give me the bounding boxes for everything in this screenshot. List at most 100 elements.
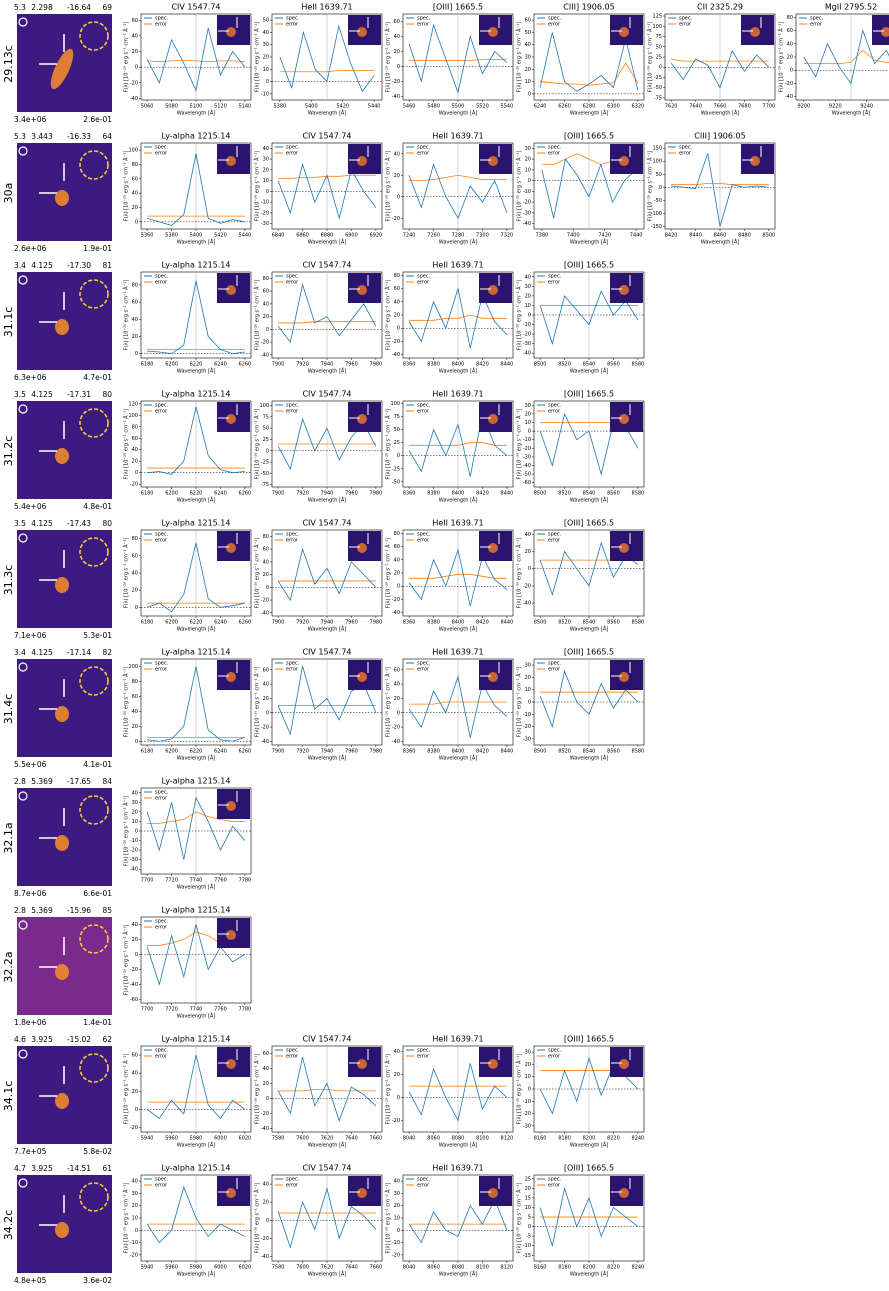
y-axis-label: F(λ) [10⁻²⁰ erg s⁻¹ cm⁻² Å⁻¹] — [385, 1054, 392, 1124]
thumb-aperture — [18, 1178, 28, 1188]
legend-label: error — [286, 1183, 299, 1189]
x-tick-label: 7900 — [272, 620, 285, 626]
inset-blob — [357, 1188, 367, 1198]
y-tick-label: 20 — [525, 411, 531, 417]
panel-title: Ly-alpha 1215.14 — [161, 906, 230, 915]
y-tick-label: 40 — [132, 790, 138, 796]
panel-title: Ly-alpha 1215.14 — [161, 261, 230, 270]
y-tick-label: 80 — [394, 531, 400, 537]
error-line — [409, 573, 507, 579]
x-tick-label: 7980 — [370, 491, 383, 497]
inset-blob — [619, 414, 629, 424]
x-tick-label: 7900 — [272, 362, 285, 368]
x-axis-label: Wavelength [Å] — [832, 110, 871, 117]
thumb-source — [55, 319, 69, 335]
x-tick-label: 5960 — [165, 1136, 178, 1142]
x-tick-label: 8440 — [501, 749, 514, 755]
y-tick-label: 100 — [652, 159, 662, 165]
y-tick-label: -20 — [261, 725, 269, 731]
y-tick-label: 0 — [135, 351, 138, 357]
legend-label: error — [548, 409, 561, 415]
x-tick-label: 8440 — [501, 491, 514, 497]
inset-blob — [226, 285, 236, 295]
thumb-value: 5.3 — [14, 3, 26, 12]
legend-label: error — [155, 1054, 168, 1060]
x-axis-label: Wavelength [Å] — [701, 239, 740, 246]
inset-blob — [226, 1059, 236, 1069]
legend-label: error — [417, 22, 430, 28]
x-tick-label: 7380 — [535, 233, 548, 239]
x-tick-label: 7660 — [714, 104, 727, 110]
inset-blob — [357, 543, 367, 553]
y-tick-label: -20 — [523, 200, 531, 206]
spectrum-line — [408, 163, 508, 220]
thumb-background — [79, 795, 109, 825]
x-axis-label: Wavelength [Å] — [308, 755, 347, 762]
error-line — [540, 62, 639, 86]
x-tick-label: 7240 — [403, 233, 416, 239]
x-tick-label: 7940 — [321, 491, 334, 497]
y-tick-label: -20 — [130, 848, 138, 854]
inset-blob — [488, 1188, 498, 1198]
y-tick-label: -10 — [523, 712, 531, 718]
spectrum-line — [147, 406, 245, 475]
y-tick-label: 60 — [263, 547, 269, 553]
y-tick-label: 0 — [135, 952, 138, 958]
y-tick-label: 0 — [135, 219, 138, 225]
y-tick-label: -50 — [654, 198, 662, 204]
y-tick-label: 0 — [266, 1218, 269, 1224]
x-tick-label: 8440 — [501, 362, 514, 368]
legend-label: error — [155, 538, 168, 544]
thumb-value: 5.369 — [31, 906, 53, 915]
y-tick-label: 10 — [525, 303, 531, 309]
error-line — [279, 70, 375, 73]
y-tick-label: 40 — [263, 146, 269, 152]
y-axis-label: F(λ) [10⁻²⁰ erg s⁻¹ cm⁻² Å⁻¹] — [385, 22, 392, 92]
legend-label: spec. — [155, 661, 169, 667]
thumb-background — [79, 666, 109, 696]
x-axis-label: Wavelength [Å] — [177, 497, 216, 504]
inset-blob — [750, 156, 760, 166]
spectrum-line — [408, 1063, 508, 1122]
x-tick-label: 8220 — [607, 1265, 620, 1271]
inset-blob — [357, 27, 367, 37]
x-tick-label: 8520 — [558, 620, 571, 626]
panel-title: Ly-alpha 1215.14 — [161, 132, 230, 141]
x-tick-label: 6020 — [239, 1265, 252, 1271]
y-tick-label: 80 — [132, 162, 138, 168]
legend-label: spec. — [417, 403, 431, 409]
panel-title: HeII 1639.71 — [301, 3, 352, 12]
y-tick-label: 60 — [263, 667, 269, 673]
error-line — [147, 59, 245, 63]
x-tick-label: 5420 — [336, 104, 349, 110]
legend-label: spec. — [286, 403, 300, 409]
spectrum-line — [408, 288, 508, 349]
y-tick-label: -40 — [392, 739, 400, 745]
x-axis-label: Wavelength [Å] — [570, 110, 609, 117]
y-tick-label: 20 — [132, 724, 138, 730]
x-axis-label: Wavelength [Å] — [177, 110, 216, 117]
y-tick-label: -20 — [523, 332, 531, 338]
x-tick-label: 6860 — [296, 233, 309, 239]
y-tick-label: 20 — [525, 1186, 531, 1192]
x-tick-label: 5940 — [141, 1265, 154, 1271]
x-tick-label: 8480 — [738, 233, 751, 239]
panel-title: HeII 1639.71 — [432, 1164, 483, 1173]
x-tick-label: 7700 — [141, 1007, 154, 1013]
y-tick-label: 20 — [525, 549, 531, 555]
y-tick-label: 20 — [787, 55, 793, 61]
y-tick-label: -40 — [523, 463, 531, 469]
y-tick-label: 30 — [263, 42, 269, 48]
y-tick-label: 0 — [528, 429, 531, 435]
x-tick-label: 6000 — [214, 1265, 227, 1271]
x-tick-label: 6220 — [190, 749, 203, 755]
spectrum-line — [539, 1186, 639, 1248]
x-tick-label: 8240 — [632, 1265, 645, 1271]
legend-label: error — [417, 667, 430, 673]
legend-label: error — [155, 796, 168, 802]
x-tick-label: 8560 — [607, 491, 620, 497]
panel-title: CIII] 1906.05 — [563, 3, 614, 12]
x-tick-label: 8400 — [452, 620, 465, 626]
y-tick-label: 30 — [132, 800, 138, 806]
y-tick-label: 25 — [525, 1176, 531, 1182]
